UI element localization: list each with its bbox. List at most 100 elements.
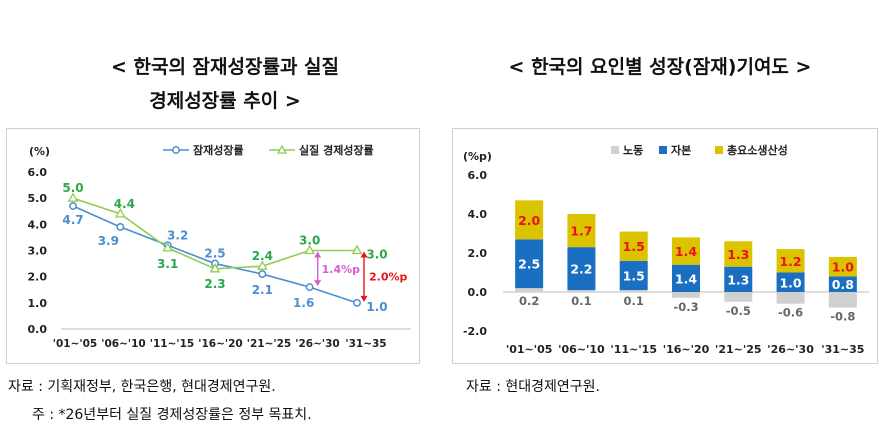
potential-growth-label: 3.9 (98, 234, 119, 248)
legend-swatch (715, 146, 723, 154)
real-growth-point (162, 242, 173, 252)
capital-label: 1.3 (727, 272, 749, 287)
real-growth-point (209, 262, 221, 273)
x-tick-label: '06~'10 (558, 343, 605, 356)
left-footnote: 주 : *26년부터 실질 경제성장률은 정부 목표치. (32, 407, 312, 423)
real-growth-point (351, 244, 363, 255)
y-tick-label: 2.0 (468, 247, 488, 260)
gap-arrowhead (360, 295, 368, 302)
y-axis-unit: (%p) (463, 150, 492, 163)
x-tick-label: '16~'20 (198, 338, 242, 350)
x-tick-label: '11~'15 (610, 343, 657, 356)
y-tick-label: 5.0 (28, 192, 48, 205)
x-tick-label: '21~'25 (247, 338, 291, 350)
x-tick-label: '21~'25 (715, 343, 762, 356)
potential-growth-label: 1.6 (293, 296, 314, 310)
tfp-bar (776, 249, 805, 273)
labor-label: -0.3 (673, 300, 698, 314)
y-tick-label: 4.0 (28, 218, 48, 231)
real-growth-label: 2.3 (204, 277, 225, 291)
y-tick-label: 6.0 (468, 169, 488, 182)
legend-label: 실질 경제성장률 (299, 143, 374, 157)
legend-label: 노동 (623, 144, 643, 157)
capital-bar (515, 239, 544, 289)
labor-label: -0.8 (830, 310, 855, 324)
capital-bar (672, 264, 700, 292)
capital-label: 0.8 (832, 277, 854, 292)
capital-label: 1.0 (779, 275, 801, 290)
tfp-label: 1.2 (779, 254, 801, 269)
real-growth-label: 3.0 (299, 234, 320, 248)
real-growth-label: 3.1 (157, 257, 178, 271)
tfp-label: 1.0 (832, 260, 854, 275)
x-tick-label: '11~'15 (150, 338, 194, 350)
x-tick-label: '01~'05 (506, 343, 553, 356)
real-growth-point (115, 208, 126, 218)
right-source-note: 자료 : 현대경제연구원. (466, 379, 600, 395)
capital-bar (724, 266, 753, 292)
tfp-bar (619, 231, 648, 261)
gap-label-2026: 1.4%p (322, 263, 361, 276)
gap-label-2031: 2.0%p (369, 271, 408, 284)
labor-bar (515, 288, 544, 292)
real-growth-label: 2.4 (252, 249, 273, 263)
left-title-line1: < 한국의 잠재성장률과 실질 (110, 56, 340, 78)
y-tick-label: -2.0 (463, 325, 487, 338)
legend-label: 자본 (671, 143, 691, 157)
real-growth-label: 5.0 (62, 181, 83, 195)
tfp-label: 1.3 (727, 247, 749, 262)
tfp-label: 1.7 (570, 224, 592, 239)
left-chart-title: < 한국의 잠재성장률과 실질 경제성장률 추이 > (30, 50, 420, 118)
real-growth-label: 4.4 (114, 197, 135, 211)
capital-bar (567, 247, 596, 291)
legend-label: 총요소생산성 (727, 143, 788, 157)
capital-label: 2.5 (518, 257, 540, 272)
y-tick-label: 1.0 (28, 297, 48, 310)
potential-growth-point (116, 223, 125, 231)
legend-swatch (659, 146, 667, 154)
tfp-label: 2.0 (518, 213, 540, 228)
x-tick-label: '31~35 (821, 343, 864, 356)
y-tick-label: 6.0 (28, 166, 48, 179)
capital-bar (776, 272, 805, 292)
potential-vs-real-growth-chart: (%) 0.0 1.0 2.0 3.0 4.0 5.0 6.0 '01~'05 '06~'10 '1… (28, 143, 411, 350)
left-source-note: 자료 : 기획재정부, 한국은행, 현대경제연구원. (8, 379, 276, 395)
y-tick-label: 4.0 (468, 208, 488, 221)
real-growth-point (67, 192, 79, 202)
legend-swatch (611, 146, 619, 154)
growth-contribution-chart: (%p) -2.0 0.0 2.0 4.0 6.0 '01~'05 '06~'10 '11~'1… (463, 143, 869, 356)
labor-bar (672, 292, 700, 298)
labor-bar (619, 290, 648, 292)
capital-bar (619, 260, 648, 291)
labor-label: 0.1 (571, 294, 591, 308)
tfp-bar (828, 256, 857, 277)
legend-label: 잠재성장률 (193, 143, 244, 157)
right-chart-panel: (%p) -2.0 0.0 2.0 4.0 6.0 '01~'05 '06~'10 '11~'1… (452, 128, 878, 364)
y-tick-label: 0.0 (28, 323, 48, 336)
y-axis-unit: (%) (29, 145, 50, 158)
left-chart-panel: (%) 0.0 1.0 2.0 3.0 4.0 5.0 6.0 '01~'05 '06~'10 '1… (6, 128, 420, 364)
x-tick-label: '31~35 (345, 338, 386, 350)
potential-growth-point (258, 270, 267, 279)
potential-growth-point (69, 202, 77, 210)
tfp-bar (515, 200, 544, 240)
potential-growth-point (353, 298, 361, 307)
potential-growth-label: 1.0 (366, 300, 387, 314)
labor-bar (828, 292, 857, 308)
labor-label: -0.5 (726, 304, 751, 318)
labor-label: -0.6 (778, 306, 803, 320)
x-tick-label: '26~'30 (295, 338, 339, 350)
gap-arrowhead (314, 251, 322, 258)
real-growth-point (304, 244, 315, 255)
labor-bar (567, 290, 596, 292)
gap-arrowhead (314, 280, 322, 287)
real-growth-label: 3.0 (366, 248, 387, 262)
legend-marker-circle (172, 146, 180, 154)
labor-label: 0.1 (624, 294, 644, 308)
legend-marker-triangle (276, 144, 288, 154)
tfp-bar (672, 237, 700, 265)
potential-growth-label: 2.1 (252, 283, 273, 297)
gap-arrowhead (360, 251, 368, 258)
potential-growth-point (305, 283, 314, 292)
y-tick-label: 3.0 (28, 245, 48, 258)
